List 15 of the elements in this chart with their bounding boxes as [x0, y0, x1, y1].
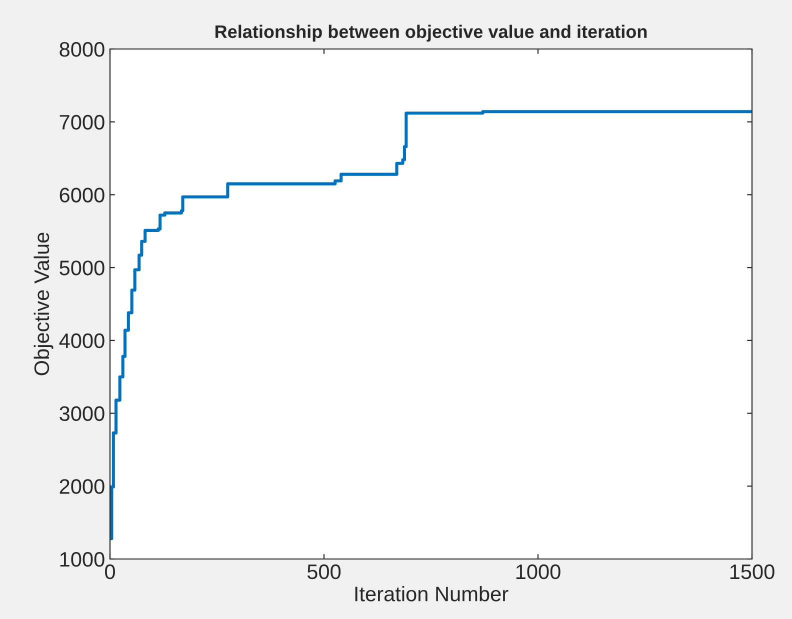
y-tick-label: 6000 — [60, 188, 104, 202]
x-tick-label: 1500 — [730, 564, 774, 580]
y-tick-label: 7000 — [60, 114, 104, 130]
y-axis-title: Objective Value — [34, 232, 54, 376]
y-tick-label: 4000 — [59, 333, 104, 348]
y-tick-label: 3000 — [60, 406, 104, 422]
x-tick-label: 1000 — [516, 564, 560, 580]
y-tick-label: 8000 — [60, 42, 104, 57]
chart-title: Relationship between objective value and iteration — [216, 24, 647, 42]
x-axis-title: Iteration Number — [355, 586, 508, 602]
y-tick-label: 1000 — [60, 552, 104, 567]
x-tick-label: 500 — [307, 564, 341, 580]
x-tick-label: 0 — [105, 564, 115, 580]
y-tick-label: 5000 — [60, 260, 104, 276]
y-tick-label: 2000 — [60, 479, 104, 494]
